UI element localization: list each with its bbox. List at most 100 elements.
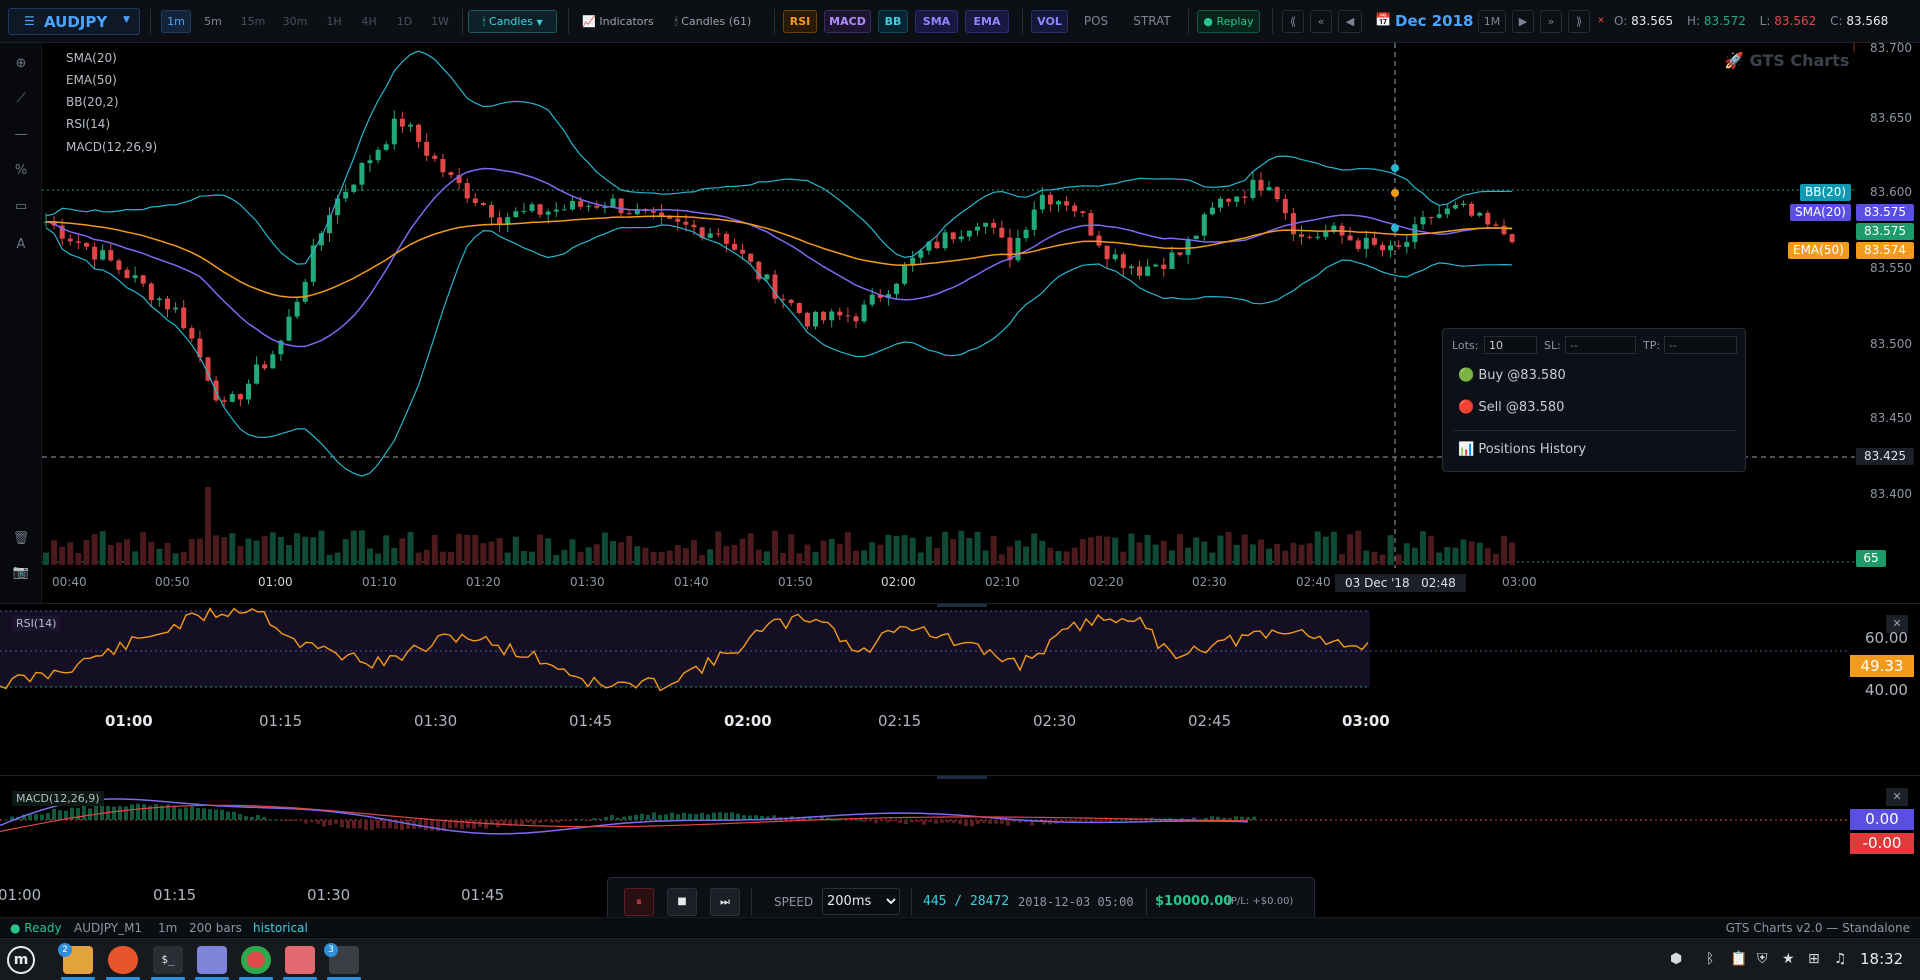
time-axis-label: 00:50 — [155, 575, 190, 589]
symbol-selector[interactable]: ☰ AUDJPY ▼ — [8, 8, 140, 35]
timeframe-4h[interactable]: 4H — [361, 15, 377, 28]
candle — [1120, 254, 1126, 269]
crosshair-icon[interactable]: ⊕ — [15, 56, 27, 71]
timeframe-1d[interactable]: 1D — [396, 15, 413, 28]
volume-icon[interactable]: ♫ — [1834, 951, 1847, 967]
macd-histogram-bar — [442, 820, 446, 831]
rsi-time-axis[interactable]: 01:00 01:15 01:30 01:45 02:00 02:15 02:30 02:45… — [0, 708, 1850, 730]
volume-bar — [1071, 547, 1078, 565]
rectangle-icon[interactable]: ▭ — [14, 199, 28, 214]
volume-bar — [51, 540, 58, 565]
ohlc-low: 83.562 — [1774, 14, 1817, 28]
candles-count-button[interactable]: 🕯 Candles (61) — [671, 10, 755, 33]
price-chart[interactable] — [0, 43, 1920, 568]
date-picker[interactable]: 📅 Dec 2018 — [1373, 10, 1493, 33]
timeframe-5m[interactable]: 5m — [204, 15, 222, 28]
rsi-pane: RSI(14) ✕ 60.00 40.00 49.33 01:00 01:15 01… — [0, 603, 1920, 740]
buy-button[interactable]: 🟢 Buy @83.580 — [1458, 368, 1566, 383]
chrome-app-icon[interactable] — [239, 946, 273, 980]
time-axis[interactable]: 00:40 00:50 01:00 01:10 01:20 01:30 01:40 01:50… — [42, 575, 1852, 595]
tag-ema[interactable]: EMA — [965, 10, 1009, 33]
bluetooth-icon[interactable]: ᛒ — [1706, 951, 1715, 967]
nav-back-button[interactable]: ◀ — [1338, 10, 1362, 33]
macd-histogram-bar — [226, 811, 230, 820]
tp-input[interactable] — [1664, 336, 1737, 354]
nav-fast-back-button[interactable]: « — [1310, 10, 1332, 33]
timeframe-1w[interactable]: 1W — [431, 15, 449, 28]
tag-bb[interactable]: BB — [878, 10, 908, 33]
legend-bb[interactable]: BB(20,2) — [66, 95, 119, 109]
nav-fast-forward-button[interactable]: » — [1540, 10, 1562, 33]
fibonacci-icon[interactable]: % — [14, 163, 28, 178]
text-editor-app-icon[interactable] — [195, 946, 229, 980]
volume-bar — [1403, 543, 1410, 565]
positions-history-button[interactable]: 📊 Positions History — [1458, 442, 1587, 457]
tag-vol[interactable]: VOL — [1031, 10, 1068, 33]
price-axis[interactable]: 83.650 83.600 83.550 83.500 83.450 83.400 83.7… — [1855, 41, 1920, 568]
terminal-app-icon[interactable]: $_ — [151, 946, 185, 980]
sell-button[interactable]: 🔴 Sell @83.580 — [1458, 400, 1565, 415]
volume-bar — [423, 549, 430, 565]
pause-button[interactable]: ⏸ — [624, 888, 654, 916]
macd-close-button[interactable]: ✕ — [1886, 788, 1908, 806]
close-icon[interactable]: ✕ — [1597, 16, 1605, 26]
volume-bar — [642, 547, 649, 565]
macd-histogram-bar — [868, 820, 872, 822]
candle — [1452, 204, 1458, 209]
tag-pos[interactable]: POS — [1083, 14, 1109, 28]
chart-type-selector[interactable]: 🕯 Candles ▼ — [468, 10, 557, 33]
network-icon[interactable]: ⊞ — [1808, 951, 1820, 967]
period-button[interactable]: 1M — [1478, 10, 1506, 33]
timeframe-15m[interactable]: 15m — [240, 15, 266, 28]
indicators-button[interactable]: 📈 Indicators — [578, 10, 658, 33]
tag-strat[interactable]: STRAT — [1133, 14, 1171, 28]
nav-forward-button[interactable]: ▶ — [1512, 10, 1534, 33]
lots-input[interactable] — [1484, 336, 1537, 354]
timeframe-1h[interactable]: 1H — [326, 15, 342, 28]
text-tool-icon[interactable]: A — [16, 237, 26, 252]
rsi-line — [0, 607, 1369, 692]
trash-icon[interactable]: 🗑 — [12, 531, 30, 546]
macd-time-axis[interactable]: 01:00 01:15 01:30 01:45 — [0, 882, 1850, 904]
step-forward-button[interactable]: ⏭ — [710, 888, 740, 916]
rsi-chart[interactable] — [0, 604, 1920, 741]
rsi-close-button[interactable]: ✕ — [1886, 615, 1908, 633]
firefox-app-icon[interactable] — [106, 946, 140, 980]
files-app-icon[interactable]: 2 — [58, 943, 95, 980]
volume-bar — [1411, 547, 1418, 565]
clipboard-icon[interactable]: 📋 — [1730, 951, 1748, 967]
macd-histogram-bar — [580, 819, 584, 821]
python-app-icon[interactable]: 3 — [324, 943, 361, 980]
horizontal-line-icon[interactable]: — — [14, 127, 28, 142]
speed-select[interactable]: 200ms — [822, 888, 900, 915]
volume-bar — [188, 539, 195, 565]
macd-histogram-bar — [934, 820, 938, 824]
running-indicator — [283, 977, 317, 980]
macd-chart[interactable] — [0, 776, 1920, 876]
clock[interactable]: 18:32 — [1860, 950, 1904, 968]
shield-icon[interactable]: ⛨ — [1757, 951, 1768, 967]
trendline-icon[interactable]: ⟋ — [16, 91, 26, 106]
tag-sma[interactable]: SMA — [915, 10, 958, 33]
glasses-app-icon[interactable] — [283, 946, 317, 980]
nav-last-button[interactable]: ⟫ — [1568, 10, 1590, 33]
legend-rsi[interactable]: RSI(14) — [66, 117, 111, 131]
timeframe-30m[interactable]: 30m — [282, 15, 308, 28]
camera-icon[interactable]: 📷 — [12, 565, 30, 580]
replay-button[interactable]: ● Replay — [1197, 10, 1260, 33]
tag-rsi[interactable]: RSI — [783, 10, 817, 33]
legend-sma[interactable]: SMA(20) — [66, 51, 117, 65]
start-menu-icon[interactable]: m — [7, 946, 35, 974]
volume-bar — [1233, 544, 1240, 565]
star-icon[interactable]: ★ — [1782, 951, 1795, 967]
legend-macd[interactable]: MACD(12,26,9) — [66, 140, 158, 154]
candle — [165, 298, 170, 310]
sl-input[interactable] — [1565, 336, 1636, 354]
nav-first-button[interactable]: ⟪ — [1282, 10, 1304, 33]
package-icon[interactable]: ⬢ — [1670, 951, 1683, 967]
stop-button[interactable]: ■ — [667, 888, 697, 916]
legend-ema[interactable]: EMA(50) — [66, 73, 117, 87]
timeframe-1m[interactable]: 1m — [161, 10, 191, 33]
status-ready: ● Ready — [10, 921, 62, 935]
tag-macd[interactable]: MACD — [824, 10, 871, 33]
